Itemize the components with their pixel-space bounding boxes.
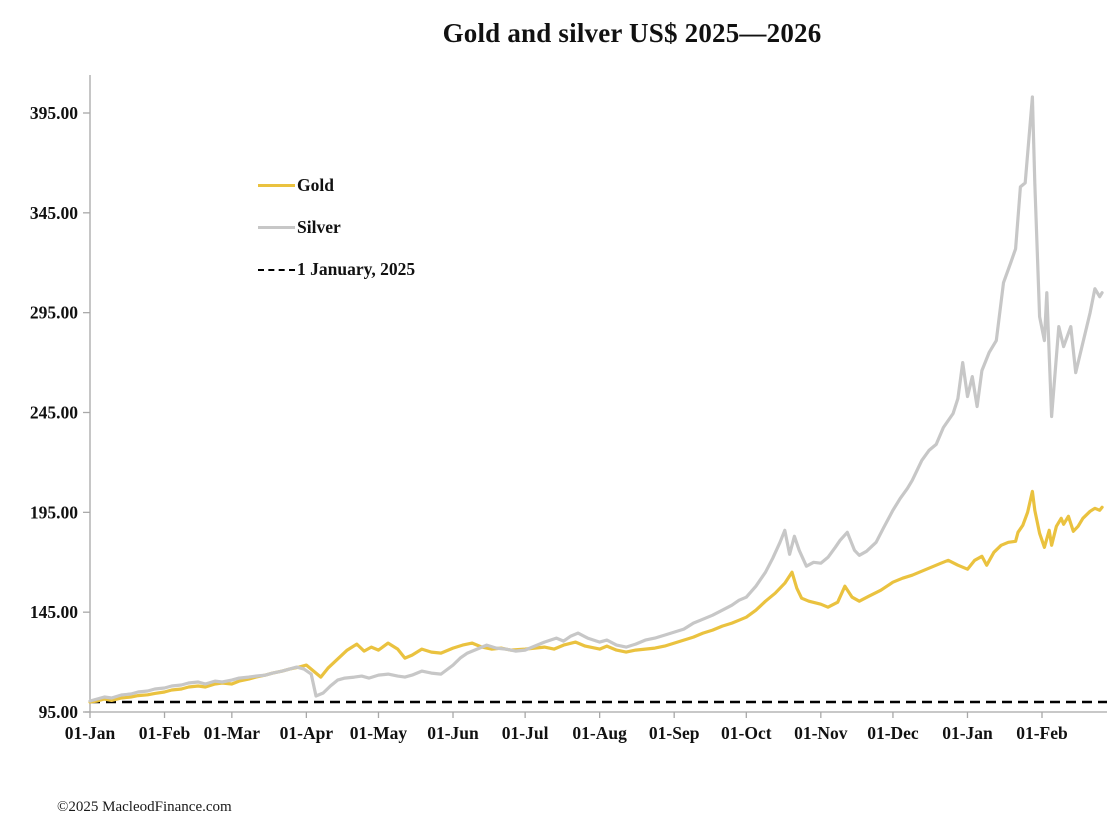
- series-line-gold: [88, 489, 1104, 704]
- dashed-line-swatch: [258, 268, 295, 271]
- x-axis-tick-label: 01-Jan: [65, 723, 116, 743]
- x-axis-tick-label: 01-Nov: [794, 723, 848, 743]
- silver-line-swatch: [258, 226, 295, 229]
- chart-legend: Gold Silver 1 January, 2025: [258, 175, 416, 279]
- y-axis-tick-label: 95.00: [39, 702, 79, 722]
- gold-line-swatch: [258, 184, 295, 187]
- x-axis-tick-label: 01-Mar: [204, 723, 261, 743]
- y-axis-tick-label: 295.00: [30, 303, 78, 323]
- legend-label-gold: Gold: [297, 175, 334, 195]
- x-axis-tick-label: 01-Sep: [649, 723, 700, 743]
- y-axis-tick-label: 245.00: [30, 403, 78, 423]
- legend-item-reference: 1 January, 2025: [258, 259, 416, 279]
- x-axis-tick-label: 01-Aug: [572, 723, 627, 743]
- x-axis-tick-label: 01-Jun: [427, 723, 479, 743]
- x-axis-tick-label: 01-Feb: [1016, 723, 1068, 743]
- x-axis-tick-label: 01-Dec: [867, 723, 919, 743]
- y-axis-tick-label: 145.00: [30, 602, 78, 622]
- legend-label-silver: Silver: [297, 217, 341, 237]
- x-axis-tick-label: 01-Feb: [139, 723, 191, 743]
- x-axis-tick-label: 01-Jan: [942, 723, 993, 743]
- copyright-text: ©2025 MacleodFinance.com: [57, 799, 232, 815]
- x-axis-tick-label: 01-Apr: [280, 723, 334, 743]
- legend-label-reference: 1 January, 2025: [297, 259, 416, 279]
- y-axis-tick-label: 395.00: [30, 103, 78, 123]
- x-axis-tick-label: 01-Oct: [721, 723, 772, 743]
- x-axis-tick-label: 01-Jul: [502, 723, 549, 743]
- y-axis-tick-label: 195.00: [30, 502, 78, 522]
- series-line-silver: [88, 95, 1104, 703]
- legend-item-gold: Gold: [258, 175, 415, 195]
- y-axis-tick-label: 345.00: [30, 203, 78, 223]
- chart-title: Gold and silver US$ 2025—2026: [442, 18, 822, 48]
- legend-item-silver: Silver: [258, 217, 415, 237]
- x-axis-tick-label: 01-May: [350, 723, 408, 743]
